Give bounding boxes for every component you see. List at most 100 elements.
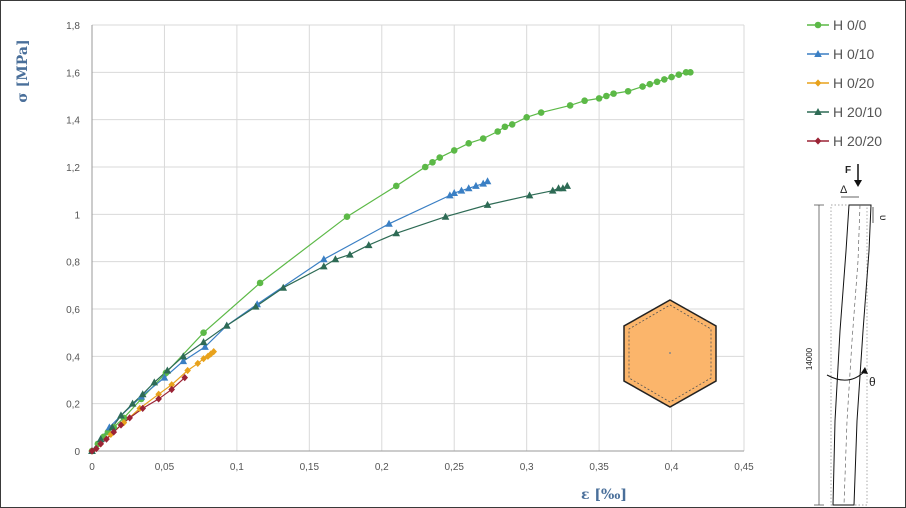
data-point: [494, 128, 501, 135]
legend-label: H 0/10: [833, 46, 874, 62]
data-point: [610, 90, 617, 97]
data-point: [501, 123, 509, 131]
data-point: [320, 255, 328, 263]
y-tick-label: 1: [74, 210, 80, 221]
data-point: [181, 374, 189, 382]
data-point: [155, 395, 162, 403]
x-tick-label: 0,05: [155, 462, 175, 473]
grid-lines: [92, 24, 745, 451]
data-point: [251, 302, 260, 310]
x-tick-labels: 0 0,05 0,1 0,15 0,2 0,25 0,3 0,35 0,4 0,45: [89, 462, 754, 473]
data-point: [661, 76, 668, 83]
legend-marker: [814, 21, 822, 29]
data-point: [483, 177, 492, 185]
series-line-h-0-10: [91, 180, 488, 452]
data-point: [138, 390, 147, 398]
data-point: [537, 109, 545, 116]
data-point: [201, 342, 209, 350]
data-point: [479, 179, 487, 187]
data-point: [523, 114, 530, 121]
data-point: [508, 121, 516, 128]
data-point: [343, 213, 351, 220]
data-point: [256, 279, 264, 287]
legend-item-h-20-10: H 20/10: [807, 104, 882, 120]
data-point: [479, 135, 487, 142]
data-point: [117, 411, 125, 419]
data-point: [117, 421, 125, 429]
hexagon-cross-section: [623, 299, 717, 408]
displacement-label: υ: [877, 215, 888, 220]
x-tick-label: 0,4: [665, 462, 679, 473]
data-point: [465, 140, 473, 147]
column-sketch: F Δ υ 14000 θ: [805, 164, 888, 506]
data-point: [200, 329, 207, 336]
y-tick-label: 0,8: [66, 258, 80, 269]
data-point: [472, 181, 480, 189]
data-point: [97, 440, 104, 448]
x-tick-label: 0,45: [734, 462, 754, 473]
data-point: [464, 184, 473, 192]
data-point: [457, 186, 466, 194]
data-point: [668, 73, 675, 81]
data-point: [279, 283, 288, 291]
data-point: [155, 390, 162, 398]
data-point: [595, 95, 603, 102]
data-point: [563, 181, 572, 189]
y-tick-label: 1,2: [66, 163, 80, 174]
data-point: [110, 428, 118, 436]
data-point: [204, 352, 212, 360]
height-label: 14000: [805, 347, 814, 370]
legend-item-h-0-10: H 0/10: [807, 46, 874, 62]
data-point: [429, 158, 436, 166]
data-point: [653, 78, 661, 86]
legend-marker: [814, 50, 822, 57]
data-point: [163, 366, 172, 374]
data-point: [108, 423, 117, 431]
data-point: [222, 321, 231, 329]
data-point: [624, 87, 632, 95]
legend-label: H 20/20: [833, 133, 882, 149]
legend-label: H 20/10: [833, 104, 882, 120]
data-point: [364, 241, 373, 249]
force-label: F: [845, 165, 851, 176]
series-points-h-0-10: [88, 177, 492, 454]
x-tick-label: 0,3: [520, 462, 534, 473]
data-point: [150, 378, 159, 386]
x-tick-label: 0,35: [589, 462, 609, 473]
data-point: [392, 182, 400, 190]
y-tick-label: 1,6: [66, 68, 80, 79]
force-arrowhead-icon: [854, 180, 862, 187]
y-tick-label: 1,8: [66, 21, 80, 32]
data-point: [548, 186, 557, 194]
data-point: [446, 191, 454, 199]
data-point: [120, 419, 128, 427]
column-axis-line: [843, 204, 861, 506]
axes: [91, 25, 744, 452]
data-point: [200, 355, 207, 363]
data-point: [483, 200, 492, 208]
hexagon-inner-outline: [628, 304, 712, 403]
data-point: [525, 191, 534, 199]
deformed-column: [832, 204, 872, 506]
data-point: [96, 435, 105, 443]
data-point: [346, 250, 354, 258]
data-point: [320, 262, 328, 270]
data-point: [385, 219, 393, 227]
data-point: [168, 385, 175, 394]
y-tick-labels: 0 0,2 0,4 0,6 0,8 1 1,2 1,4 1,6 1,8: [66, 21, 80, 458]
data-point: [126, 414, 133, 422]
data-point: [450, 147, 458, 154]
data-point: [93, 445, 100, 453]
series-markers: [88, 69, 694, 455]
data-point: [421, 163, 429, 171]
data-point: [199, 338, 208, 346]
y-tick-label: 0,6: [66, 305, 80, 316]
data-point: [331, 255, 340, 263]
x-axis-label: ε [‰]: [581, 487, 627, 503]
legend-item-h-20-20: H 20/20: [807, 133, 882, 149]
data-point: [168, 381, 175, 389]
legend-marker: [814, 108, 822, 115]
legend: H 0/0 H 0/10 H 0/20 H 20/10 H 20/20: [807, 17, 882, 149]
data-point: [436, 154, 444, 161]
data-point: [392, 229, 401, 237]
